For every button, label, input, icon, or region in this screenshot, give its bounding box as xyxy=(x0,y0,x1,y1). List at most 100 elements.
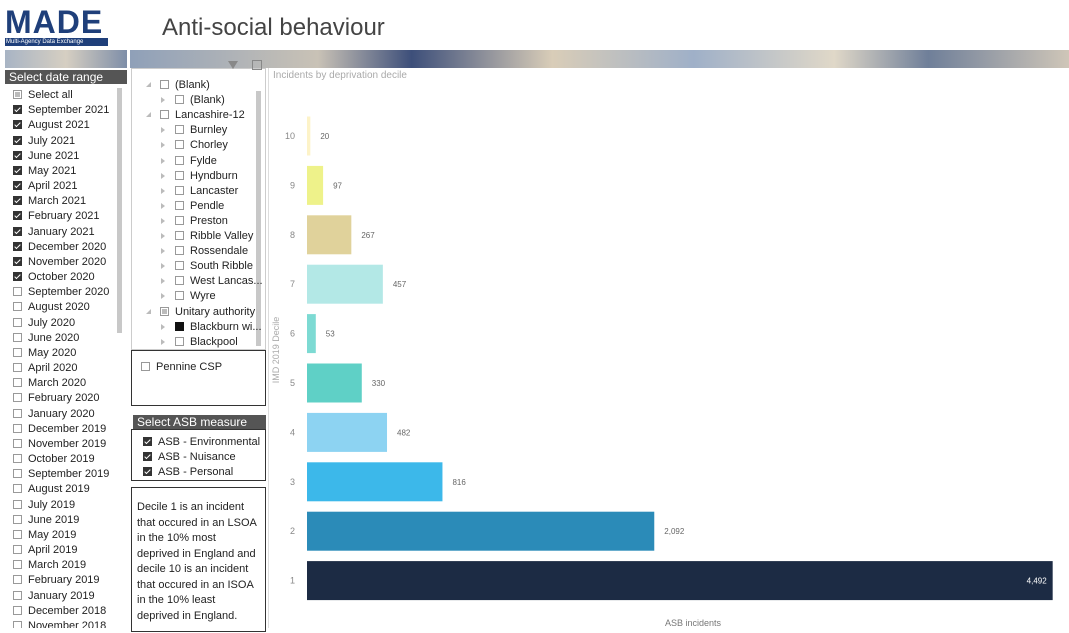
tree-arrow[interactable] xyxy=(161,157,165,164)
logo: MADE Multi-Agency Data Exchange xyxy=(5,6,110,46)
checkbox[interactable] xyxy=(175,185,184,195)
tree-arrow[interactable] xyxy=(161,142,165,149)
checkbox[interactable] xyxy=(13,454,22,464)
tree-arrow[interactable] xyxy=(161,233,165,239)
checkbox[interactable] xyxy=(13,575,22,585)
tree-arrow[interactable] xyxy=(161,293,165,300)
checkbox[interactable] xyxy=(13,120,22,130)
checkbox[interactable] xyxy=(143,452,152,461)
tree-arrow[interactable] xyxy=(161,338,165,345)
checkbox[interactable] xyxy=(13,408,22,418)
checkbox[interactable] xyxy=(13,605,22,615)
asb-measure-box: ASB - Environmental ASB - Nuisance ASB - P… xyxy=(131,429,266,481)
checkbox[interactable] xyxy=(13,256,22,266)
tree-arrow[interactable] xyxy=(161,263,165,270)
checkbox[interactable] xyxy=(13,90,22,99)
checkbox[interactable] xyxy=(175,125,184,135)
checkbox[interactable] xyxy=(175,200,184,210)
value-label: 2,092 xyxy=(664,527,685,536)
tree-arrow[interactable] xyxy=(146,308,151,314)
checkbox[interactable] xyxy=(13,378,22,388)
tree-arrow[interactable] xyxy=(161,278,165,285)
checkbox[interactable] xyxy=(13,499,22,509)
checkbox[interactable] xyxy=(13,226,22,236)
checkbox[interactable] xyxy=(13,287,22,297)
checkbox[interactable] xyxy=(175,336,184,346)
checkbox[interactable] xyxy=(13,529,22,539)
date-list: Select all September 2021 August 2021 July … xyxy=(5,86,127,628)
item-label: March 2019 xyxy=(28,559,87,572)
bar xyxy=(307,561,1053,601)
checkbox[interactable] xyxy=(13,545,22,555)
tree-arrow[interactable] xyxy=(146,82,151,87)
checkbox[interactable] xyxy=(13,241,22,251)
checkbox[interactable] xyxy=(13,272,22,282)
tree-arrow[interactable] xyxy=(161,202,165,209)
expand-icon[interactable] xyxy=(252,60,262,70)
tree-arrow[interactable] xyxy=(161,127,165,134)
checkbox[interactable] xyxy=(13,135,22,145)
checkbox[interactable] xyxy=(175,215,184,225)
checkbox[interactable] xyxy=(13,438,22,448)
scrollbar xyxy=(256,91,261,346)
checkbox[interactable] xyxy=(13,484,22,494)
checkbox[interactable] xyxy=(13,469,22,479)
checkbox[interactable] xyxy=(13,317,22,327)
tree-arrow[interactable] xyxy=(161,172,165,179)
checkbox[interactable] xyxy=(13,514,22,524)
bar xyxy=(307,462,443,502)
checkbox[interactable] xyxy=(160,80,169,89)
checkbox[interactable] xyxy=(13,347,22,357)
item-label: August 2019 xyxy=(28,483,90,496)
item-label: September 2021 xyxy=(28,104,110,117)
checkbox[interactable] xyxy=(13,211,22,221)
item-label: July 2020 xyxy=(28,316,76,329)
tree-arrow[interactable] xyxy=(146,112,151,118)
checkbox[interactable] xyxy=(13,105,22,115)
checkbox[interactable] xyxy=(13,165,22,175)
checkbox[interactable] xyxy=(13,363,22,373)
checkbox[interactable] xyxy=(13,332,22,342)
checkbox[interactable] xyxy=(175,261,184,271)
bar xyxy=(307,511,655,551)
checkbox[interactable] xyxy=(13,302,22,312)
checkbox[interactable] xyxy=(13,590,22,600)
y-tick-label: 5 xyxy=(290,378,295,388)
checkbox[interactable] xyxy=(13,393,22,403)
item-label: April 2019 xyxy=(28,544,78,557)
tree-arrow[interactable] xyxy=(161,323,165,330)
filter-icon[interactable] xyxy=(228,61,238,69)
checkbox[interactable] xyxy=(175,140,184,150)
y-tick-label: 10 xyxy=(285,131,295,141)
item-label: South Ribble xyxy=(190,260,253,273)
y-tick-label: 8 xyxy=(290,230,295,240)
checkbox[interactable] xyxy=(175,291,184,301)
item-label: January 2021 xyxy=(28,225,95,238)
checkbox[interactable] xyxy=(13,423,22,433)
checkbox[interactable] xyxy=(143,467,152,476)
checkbox[interactable] xyxy=(13,196,22,206)
checkbox[interactable] xyxy=(160,110,169,120)
checkbox[interactable] xyxy=(160,306,169,316)
tree-arrow[interactable] xyxy=(161,187,165,194)
area-tree[interactable]: (Blank) (Blank) Lancashire-12 Burnley Chorle… xyxy=(131,60,266,350)
checkbox[interactable] xyxy=(175,246,184,256)
checkbox[interactable] xyxy=(13,181,22,191)
checkbox[interactable] xyxy=(175,276,184,286)
checkbox[interactable] xyxy=(175,155,184,165)
tree-arrow[interactable] xyxy=(161,248,165,255)
checkbox[interactable] xyxy=(175,95,184,105)
checkbox[interactable] xyxy=(13,620,22,628)
checkbox[interactable] xyxy=(13,560,22,570)
tree-arrow[interactable] xyxy=(161,217,165,224)
checkbox[interactable] xyxy=(175,321,184,331)
checkbox[interactable] xyxy=(13,150,22,160)
item-label: Blackburn wi... xyxy=(190,320,262,333)
tree-arrow[interactable] xyxy=(161,97,165,104)
checkbox[interactable] xyxy=(141,362,150,371)
checkbox[interactable] xyxy=(175,170,184,180)
bar xyxy=(307,314,316,354)
checkbox[interactable] xyxy=(143,437,152,446)
checkbox[interactable] xyxy=(175,231,184,240)
